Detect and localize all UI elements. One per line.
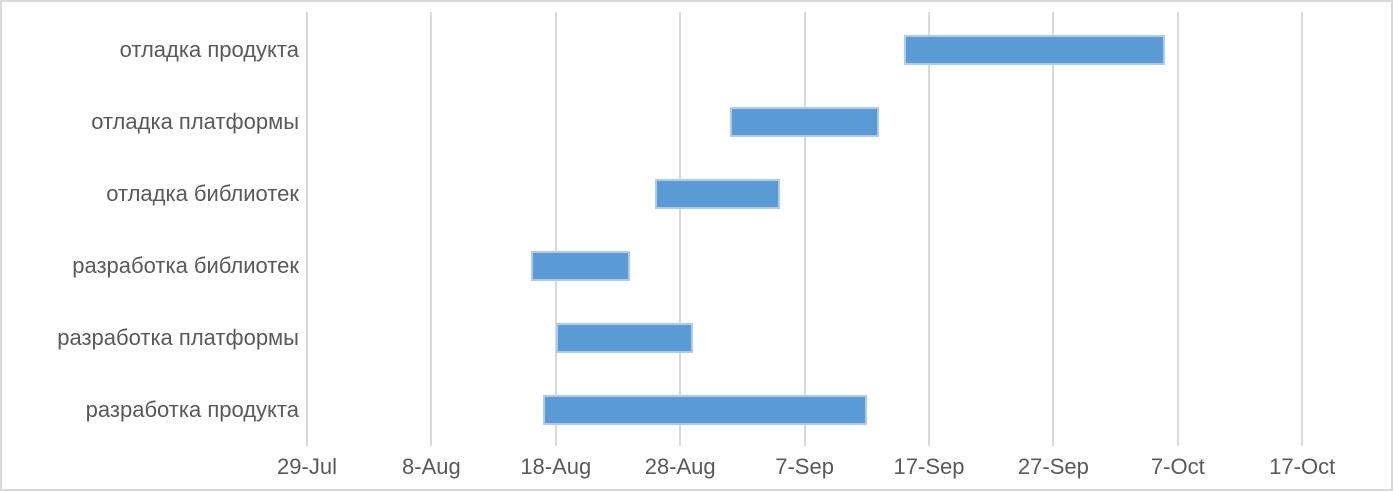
date-tick-label: 17-Sep xyxy=(893,454,965,479)
gantt-bar xyxy=(729,106,880,137)
gantt-bar xyxy=(530,250,631,281)
gantt-bar xyxy=(555,322,693,353)
vertical-gridline xyxy=(554,12,557,446)
date-tick-label: 18-Aug xyxy=(520,454,592,479)
gantt-bar xyxy=(655,178,780,209)
category-label: отладка библиотек xyxy=(106,180,299,206)
vertical-gridline xyxy=(1176,12,1179,446)
date-tick-label: 7-Sep xyxy=(775,454,834,479)
date-tick-label: 17-Oct xyxy=(1269,454,1336,479)
category-label: разработка платформы xyxy=(57,324,299,350)
date-tick-label: 29-Jul xyxy=(277,454,337,479)
category-label: отладка продукта xyxy=(119,36,299,62)
category-label: отладка платформы xyxy=(91,108,299,134)
vertical-gridline xyxy=(1301,12,1304,446)
date-tick-label: 8-Aug xyxy=(402,454,461,479)
vertical-gridline xyxy=(1052,12,1055,446)
vertical-gridline xyxy=(679,12,682,446)
date-tick-label: 7-Oct xyxy=(1150,454,1205,479)
date-tick-label: 27-Sep xyxy=(1017,454,1089,479)
vertical-gridline xyxy=(306,12,308,446)
category-label: разработка библиотек xyxy=(72,252,299,278)
vertical-gridline xyxy=(803,12,806,446)
category-label: разработка продукта xyxy=(85,397,299,422)
gantt-bar xyxy=(543,395,867,425)
vertical-gridline xyxy=(928,12,930,446)
date-tick-label: 28-Aug xyxy=(644,454,716,479)
gantt-bar xyxy=(904,34,1166,65)
vertical-gridline xyxy=(430,12,433,446)
